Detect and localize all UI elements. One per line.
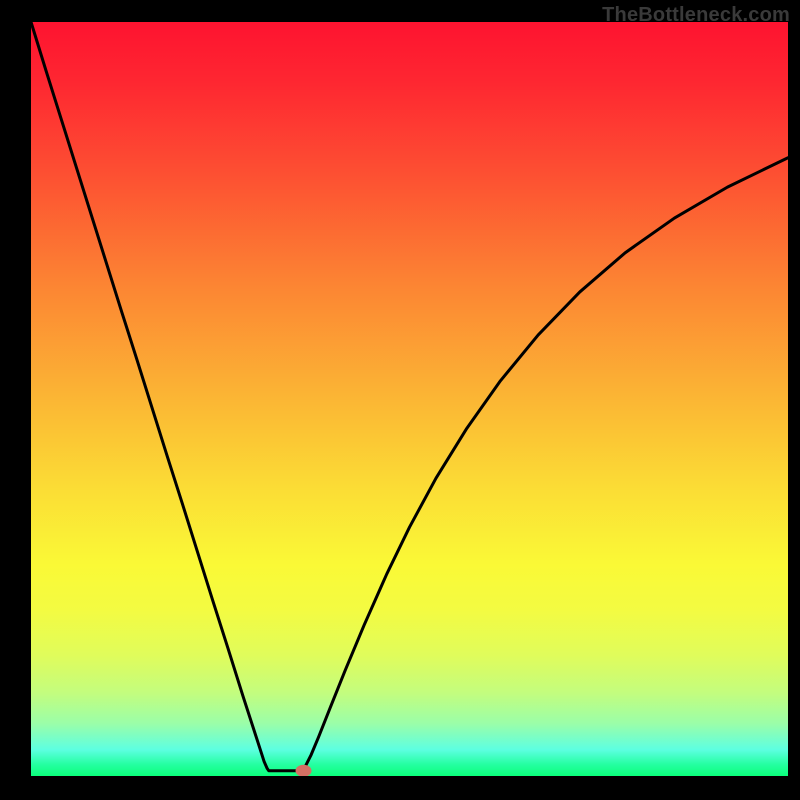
- watermark-text: TheBottleneck.com: [602, 4, 790, 27]
- frame-left: [0, 0, 31, 800]
- chart-svg: [0, 0, 800, 800]
- frame-right: [788, 0, 800, 800]
- optimum-marker: [296, 765, 312, 777]
- bottleneck-chart: TheBottleneck.com: [0, 0, 800, 800]
- gradient-background: [31, 22, 788, 776]
- frame-bottom: [0, 776, 800, 800]
